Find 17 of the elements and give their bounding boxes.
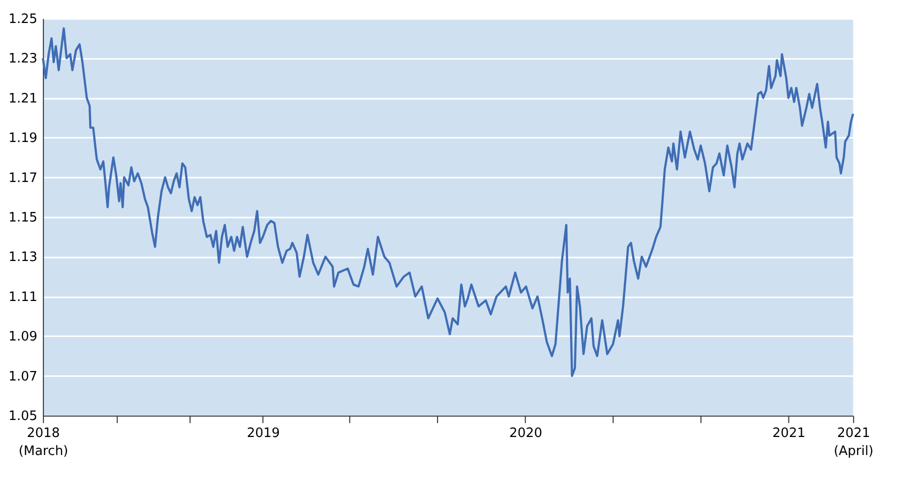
y-tick-label: 1.11 [8,290,38,305]
y-tick-label: 1.15 [8,210,38,226]
y-tick-label: 1.05 [8,409,38,424]
x-tick-label: 2020 [509,426,542,442]
y-tick-label: 1.09 [8,330,38,345]
y-tick-label: 1.23 [8,52,38,67]
y-tick-label: 1.13 [8,250,38,266]
y-tick-label: 1.19 [8,131,38,146]
line-series [42,27,854,377]
x-tick-label: 2021 [772,426,806,442]
x-tick-label: 2021 (April) [834,426,874,460]
y-tick-label: 1.07 [8,369,38,384]
y-tick-label: 1.25 [8,12,38,27]
x-tick-label: 2019 [246,426,280,442]
y-tick-label: 1.17 [8,170,38,186]
y-tick-label: 1.21 [8,91,38,106]
x-tick-label: 2018 (March) [18,426,68,460]
